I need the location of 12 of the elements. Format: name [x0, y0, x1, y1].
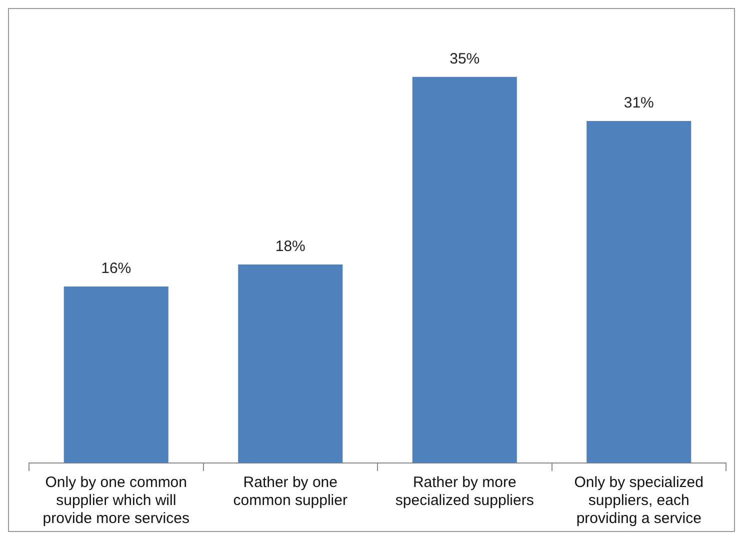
- bar: [64, 286, 168, 463]
- data-label: 16%: [101, 260, 132, 278]
- bar: [586, 121, 692, 463]
- data-label: 35%: [450, 50, 480, 68]
- bar: [238, 264, 343, 463]
- data-label: 31%: [624, 94, 654, 112]
- x-tick-label: Rather by one common supplier: [233, 474, 348, 510]
- bar: [412, 76, 517, 463]
- x-tick-label: Only by one common supplier which will provide more services: [42, 474, 190, 528]
- x-tick-label: Rather by more specialized suppliers: [395, 474, 534, 510]
- x-tick-label: Only by specialized suppliers, each providing a service: [574, 474, 704, 528]
- data-label: 18%: [275, 238, 306, 256]
